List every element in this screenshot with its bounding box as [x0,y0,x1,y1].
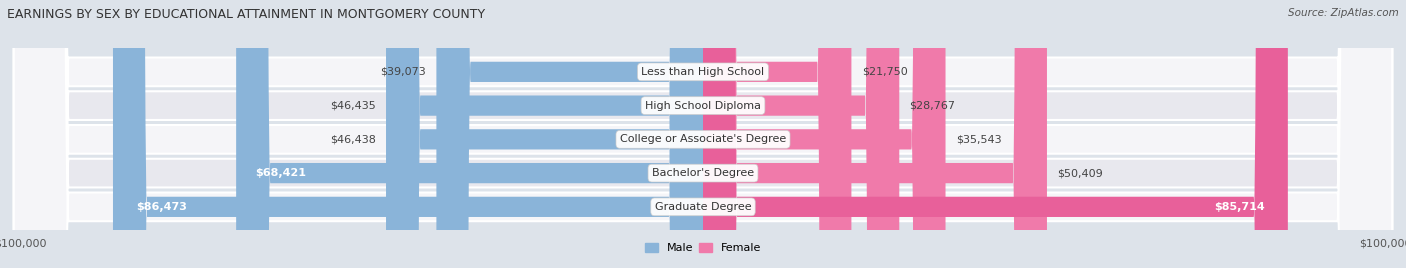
Text: High School Diploma: High School Diploma [645,100,761,111]
FancyBboxPatch shape [14,0,1392,268]
Text: Graduate Degree: Graduate Degree [655,202,751,212]
FancyBboxPatch shape [14,0,1392,268]
FancyBboxPatch shape [387,0,703,268]
FancyBboxPatch shape [703,0,852,268]
Text: $35,543: $35,543 [956,134,1001,144]
Text: $21,750: $21,750 [862,67,907,77]
Text: $86,473: $86,473 [136,202,187,212]
Text: $85,714: $85,714 [1213,202,1264,212]
Text: $46,435: $46,435 [330,100,375,111]
FancyBboxPatch shape [703,0,1047,268]
FancyBboxPatch shape [236,0,703,268]
FancyBboxPatch shape [436,0,703,268]
FancyBboxPatch shape [14,0,1392,268]
FancyBboxPatch shape [703,0,900,268]
Text: Bachelor's Degree: Bachelor's Degree [652,168,754,178]
Text: $46,438: $46,438 [330,134,375,144]
Text: $39,073: $39,073 [381,67,426,77]
FancyBboxPatch shape [14,0,1392,268]
FancyBboxPatch shape [387,0,703,268]
Text: $28,767: $28,767 [910,100,956,111]
FancyBboxPatch shape [112,0,703,268]
Text: Less than High School: Less than High School [641,67,765,77]
Text: EARNINGS BY SEX BY EDUCATIONAL ATTAINMENT IN MONTGOMERY COUNTY: EARNINGS BY SEX BY EDUCATIONAL ATTAINMEN… [7,8,485,21]
FancyBboxPatch shape [14,0,1392,268]
Legend: Male, Female: Male, Female [640,239,766,258]
Text: College or Associate's Degree: College or Associate's Degree [620,134,786,144]
FancyBboxPatch shape [703,0,1288,268]
Text: $50,409: $50,409 [1057,168,1102,178]
Text: Source: ZipAtlas.com: Source: ZipAtlas.com [1288,8,1399,18]
FancyBboxPatch shape [703,0,945,268]
Text: $68,421: $68,421 [254,168,307,178]
